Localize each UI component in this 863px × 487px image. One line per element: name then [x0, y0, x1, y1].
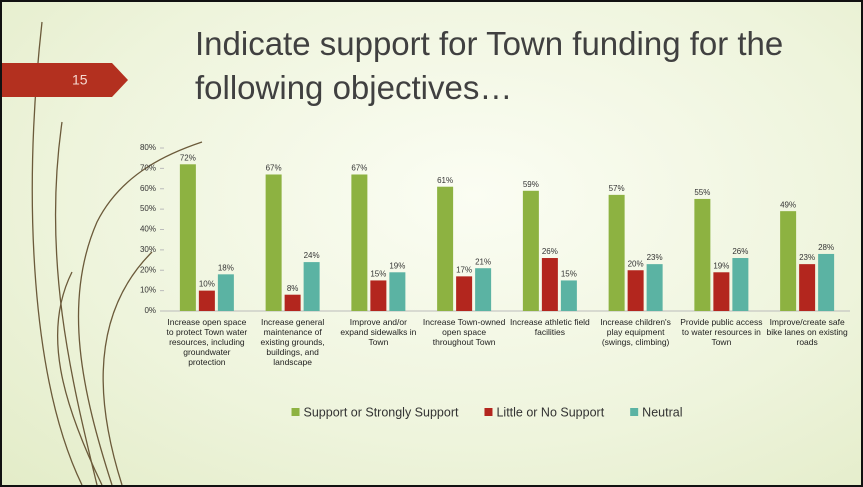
bar [284, 294, 301, 311]
x-tick-label: Increase Town-owned open space throughou… [422, 317, 506, 347]
legend-label: Neutral [642, 405, 682, 419]
value-label: 67% [351, 164, 367, 173]
bar [217, 274, 234, 311]
legend-label: Little or No Support [496, 405, 604, 419]
bar [541, 258, 558, 311]
slide-number: 15 [72, 72, 88, 88]
x-tick-label: Increase general maintenance of existing… [260, 317, 325, 367]
value-label: 23% [647, 253, 663, 262]
bar [646, 264, 663, 311]
value-label: 8% [287, 284, 299, 293]
value-label: 67% [266, 164, 282, 173]
bar [608, 194, 625, 311]
legend-label: Support or Strongly Support [304, 405, 459, 419]
value-label: 10% [199, 280, 215, 289]
x-tick-label: Increase athletic field facilities [509, 317, 590, 337]
bar [370, 280, 387, 311]
legend-swatch [484, 408, 493, 416]
x-tick-label: Provide public access to water resources… [680, 317, 763, 347]
x-tick-label: Improve/create safe bike lanes on existi… [766, 317, 848, 347]
bar [627, 270, 644, 311]
bar [456, 276, 473, 311]
slide-title: Indicate support for Town funding for th… [195, 25, 784, 106]
x-tick-label: Increase open space to protect Town wate… [166, 317, 248, 367]
value-label: 15% [561, 270, 577, 279]
bar [560, 280, 577, 311]
value-label: 18% [218, 263, 234, 272]
value-label: 26% [732, 247, 748, 256]
y-tick-label: 30% [140, 245, 156, 254]
value-label: 57% [609, 184, 625, 193]
bar [522, 190, 539, 311]
y-tick-label: 50% [140, 204, 156, 213]
bar [303, 262, 320, 311]
bar [780, 211, 797, 311]
value-label: 49% [780, 200, 796, 209]
value-label: 55% [694, 188, 710, 197]
bar [389, 272, 406, 311]
y-tick-label: 40% [140, 225, 156, 234]
y-tick-label: 0% [144, 306, 156, 315]
bar [198, 290, 215, 311]
value-label: 15% [370, 270, 386, 279]
value-label: 19% [389, 261, 405, 270]
value-label: 21% [475, 257, 491, 266]
y-tick-label: 10% [140, 286, 156, 295]
y-tick-label: 70% [140, 163, 156, 172]
bar [475, 268, 492, 311]
value-label: 20% [628, 259, 644, 268]
bar [694, 198, 711, 311]
bar [437, 186, 454, 311]
bar [265, 174, 282, 311]
x-tick-label: Improve and/or expand sidewalks in Town [340, 317, 417, 347]
value-label: 26% [542, 247, 558, 256]
bar [732, 258, 749, 311]
value-label: 72% [180, 153, 196, 162]
y-tick-label: 80% [140, 143, 156, 152]
value-label: 17% [456, 265, 472, 274]
bar [351, 174, 368, 311]
value-label: 61% [437, 176, 453, 185]
value-label: 24% [304, 251, 320, 260]
legend-swatch [630, 408, 639, 416]
value-label: 19% [713, 261, 729, 270]
bar [818, 253, 835, 311]
value-label: 23% [799, 253, 815, 262]
bar [713, 272, 730, 311]
bar [799, 264, 816, 311]
y-tick-label: 60% [140, 184, 156, 193]
x-tick-label: Increase children's play equipment (swin… [600, 317, 671, 347]
legend-swatch [291, 408, 300, 416]
value-label: 59% [523, 180, 539, 189]
value-label: 28% [818, 243, 834, 252]
slide-number-tab [2, 63, 128, 97]
bar [179, 164, 196, 311]
y-tick-label: 20% [140, 265, 156, 274]
